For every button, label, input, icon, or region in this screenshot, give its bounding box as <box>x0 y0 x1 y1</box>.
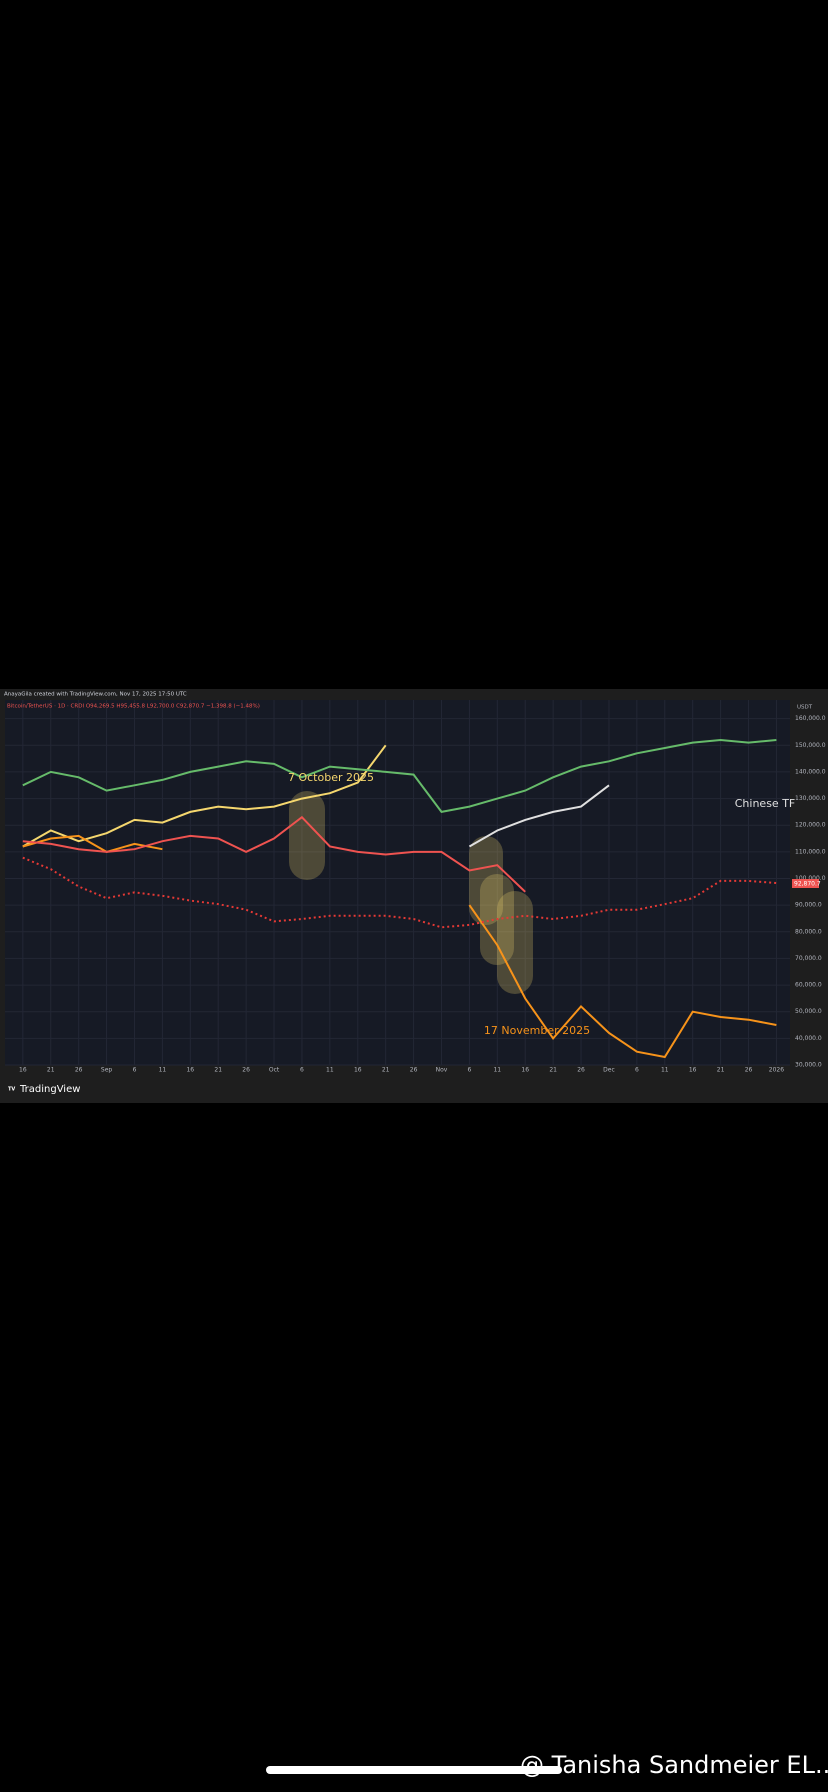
y-tick-label: 140,000.0 <box>795 768 826 775</box>
x-tick-label: 21 <box>47 1067 55 1074</box>
y-tick-label: 120,000.0 <box>795 822 826 829</box>
x-tick-label: 21 <box>382 1067 390 1074</box>
highlight <box>469 836 503 925</box>
x-tick-label: 16 <box>689 1067 697 1074</box>
x-tick-label: 11 <box>159 1067 167 1074</box>
x-tick-label: 16 <box>354 1067 362 1074</box>
x-tick-label: 11 <box>493 1067 501 1074</box>
x-tick-label: 6 <box>133 1067 137 1074</box>
y-tick-label: 30,000.0 <box>795 1062 822 1069</box>
y-tick-label: 110,000.0 <box>795 848 826 855</box>
plot-area <box>5 700 790 1065</box>
series-layer <box>22 738 777 1059</box>
x-tick-label: 26 <box>577 1067 585 1074</box>
x-tick-label: 21 <box>717 1067 725 1074</box>
x-tick-label: 26 <box>410 1067 418 1074</box>
highlight <box>497 891 533 994</box>
highlights <box>289 791 533 994</box>
annotation: 7 October 2025 <box>288 771 374 784</box>
x-tick-label: 11 <box>661 1067 669 1074</box>
x-tick-label: Sep <box>101 1067 113 1074</box>
x-tick-label: Dec <box>603 1067 615 1074</box>
currency: USDT <box>797 705 813 711</box>
x-tick-label: 6 <box>467 1067 471 1074</box>
series-line <box>22 744 387 848</box>
y-tick-label: 80,000.0 <box>795 928 822 935</box>
y-tick-label: 150,000.0 <box>795 742 826 749</box>
y-tick-label: 100,000.0 <box>795 875 826 882</box>
y-tick-label: 130,000.0 <box>795 795 826 802</box>
y-tick-label: 70,000.0 <box>795 955 822 962</box>
series-line <box>468 784 610 848</box>
y-tick-label: 50,000.0 <box>795 1008 822 1015</box>
series-line <box>22 856 777 929</box>
x-tick-label: 21 <box>549 1067 557 1074</box>
y-tick-label: 40,000.0 <box>795 1035 822 1042</box>
highlight <box>289 791 325 880</box>
x-tick-label: 16 <box>186 1067 194 1074</box>
symbol-line: Bitcoin/TetherUS · 1D · CRDI O94,269.5 H… <box>7 704 260 710</box>
y-tick-label: 160,000.0 <box>795 715 826 722</box>
home-indicator <box>266 1766 562 1774</box>
y-tick-label: 90,000.0 <box>795 902 822 909</box>
last-price: 92,870.7 <box>794 881 821 888</box>
x-tick-label: 21 <box>214 1067 222 1074</box>
brand-logo: TV <box>8 1087 15 1093</box>
series-line <box>22 815 526 893</box>
x-tick-label: 26 <box>745 1067 753 1074</box>
x-tick-label: 26 <box>75 1067 83 1074</box>
x-tick-label: 2026 <box>769 1067 784 1074</box>
x-tick-label: 11 <box>326 1067 334 1074</box>
brand: TradingView <box>19 1084 80 1095</box>
last-price-box <box>792 879 819 888</box>
annotation: Chinese TF <box>735 797 796 810</box>
x-tick-label: Nov <box>436 1067 448 1074</box>
x-tick-label: 26 <box>242 1067 250 1074</box>
x-tick-label: 16 <box>521 1067 529 1074</box>
y-tick-label: 60,000.0 <box>795 982 822 989</box>
caption: @ Tanisha Sandmeier EL... <box>520 1751 828 1779</box>
annotation: 17 November 2025 <box>484 1024 590 1037</box>
series-line <box>22 738 777 813</box>
x-tick-label: 6 <box>300 1067 304 1074</box>
grid: 30,000.0 40,000.0 50,000.0 60,000.0 70,000.0… <box>5 700 826 1074</box>
series-line <box>22 834 777 1059</box>
header: AnayaGila created with TradingView.com, … <box>4 692 187 698</box>
x-tick-label: 6 <box>635 1067 639 1074</box>
x-tick-label: Oct <box>269 1067 280 1074</box>
x-tick-label: 16 <box>19 1067 27 1074</box>
